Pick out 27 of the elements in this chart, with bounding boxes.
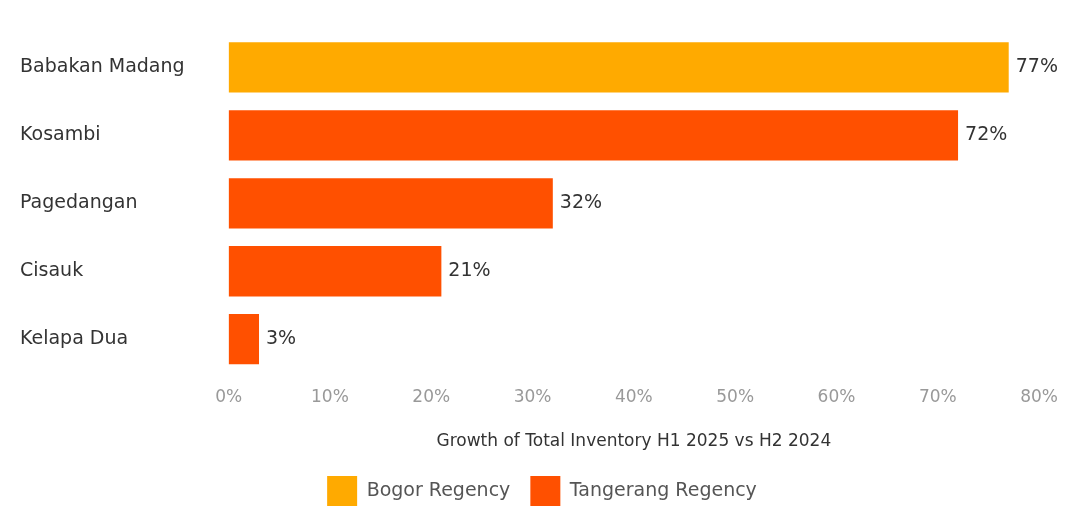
data-label: 21%: [448, 258, 491, 281]
y-tick-label: Cisauk: [20, 258, 84, 281]
data-label: 77%: [1015, 54, 1058, 77]
x-tick-label: 20%: [412, 385, 451, 406]
x-axis-title: Growth of Total Inventory H1 2025 vs H2 2024: [436, 430, 832, 451]
y-tick-label: Pagedangan: [20, 190, 138, 213]
y-tick-label: Babakan Madang: [20, 54, 185, 77]
data-label: 3%: [266, 326, 297, 349]
bar: [228, 110, 959, 161]
x-tick-label: 10%: [311, 385, 349, 406]
x-tick-label: 40%: [614, 385, 653, 406]
bar: [228, 178, 553, 229]
legend-label: Tangerang Regency: [568, 477, 757, 500]
x-tick-label: 30%: [513, 385, 552, 406]
x-tick-label: 70%: [918, 385, 957, 406]
bar: [228, 246, 442, 297]
y-tick-label: Kelapa Dua: [20, 326, 129, 349]
legend-label: Bogor Regency: [366, 477, 511, 500]
data-label: 32%: [559, 190, 603, 213]
x-tick-label: 0%: [215, 385, 243, 406]
x-tick-label: 80%: [1020, 385, 1059, 406]
bar: [228, 42, 1009, 93]
y-tick-label: Kosambi: [20, 122, 101, 145]
data-label: 72%: [965, 122, 1008, 145]
x-tick-label: 50%: [716, 385, 755, 406]
bar: [228, 314, 260, 365]
x-tick-label: 60%: [817, 385, 856, 406]
